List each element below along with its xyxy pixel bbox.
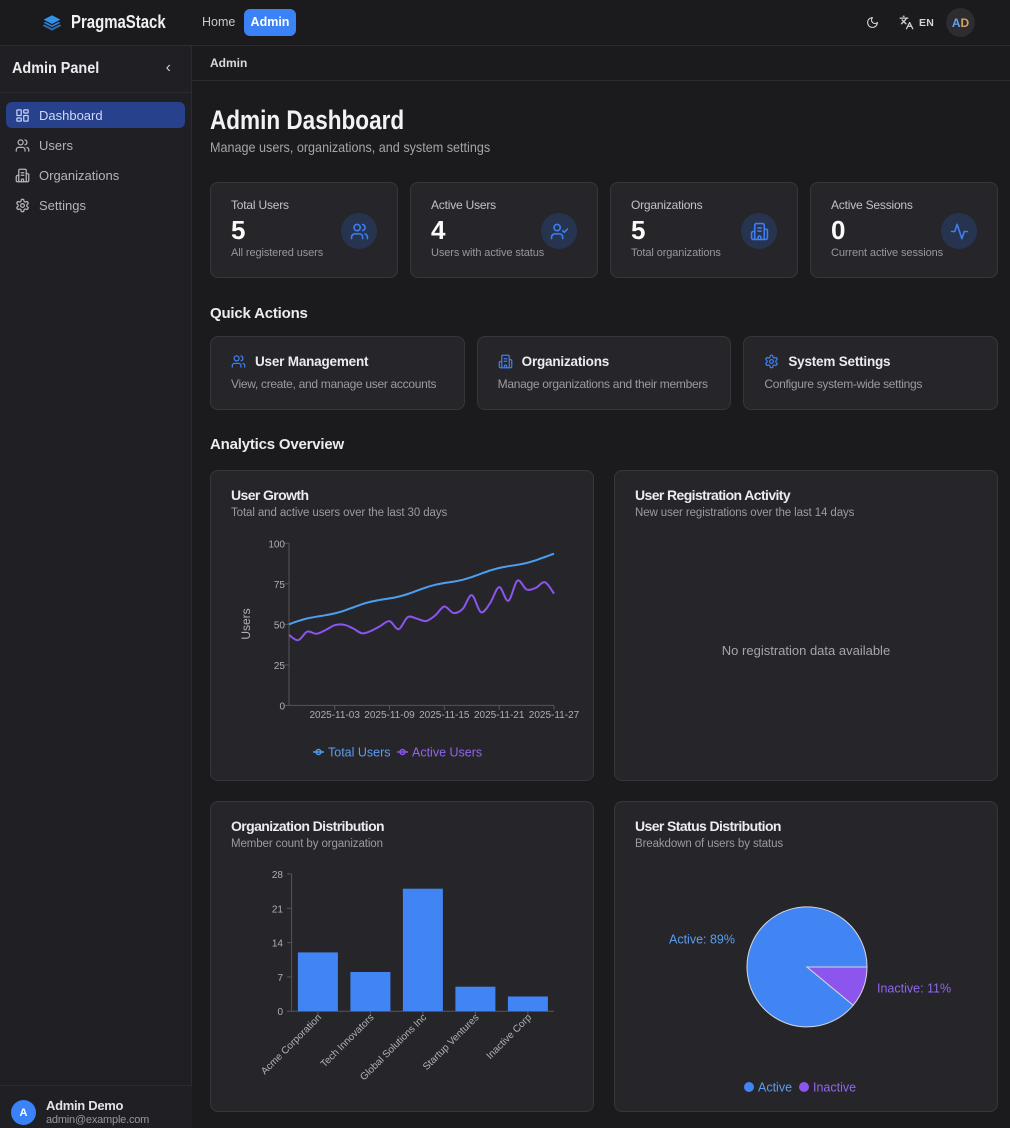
svg-text:Active: Active [758, 1081, 792, 1095]
svg-text:Active: 89%: Active: 89% [669, 933, 735, 947]
svg-text:2025-11-15: 2025-11-15 [419, 710, 470, 721]
svg-text:Inactive: 11%: Inactive: 11% [877, 982, 951, 996]
svg-text:Active Users: Active Users [412, 746, 482, 760]
svg-text:0: 0 [279, 701, 285, 712]
svg-text:Total Users: Total Users [328, 746, 391, 760]
svg-text:21: 21 [272, 904, 284, 915]
svg-text:25: 25 [274, 661, 286, 672]
svg-text:14: 14 [272, 939, 284, 950]
svg-text:2025-11-09: 2025-11-09 [364, 710, 415, 721]
svg-text:2025-11-27: 2025-11-27 [529, 710, 580, 721]
svg-text:Inactive Corp: Inactive Corp [485, 1012, 535, 1062]
svg-text:0: 0 [277, 1007, 283, 1018]
svg-text:Startup Ventures: Startup Ventures [421, 1012, 481, 1072]
svg-text:2025-11-21: 2025-11-21 [474, 710, 525, 721]
svg-text:28: 28 [272, 870, 284, 881]
svg-text:100: 100 [268, 539, 285, 550]
svg-text:Tech Innovators: Tech Innovators [319, 1012, 377, 1070]
svg-text:2025-11-03: 2025-11-03 [309, 710, 360, 721]
svg-text:50: 50 [274, 620, 286, 631]
svg-text:7: 7 [277, 973, 283, 984]
svg-text:Users: Users [239, 608, 253, 639]
svg-text:Inactive: Inactive [813, 1081, 856, 1095]
svg-text:Acme Corporation: Acme Corporation [259, 1012, 324, 1077]
svg-text:75: 75 [274, 580, 286, 591]
